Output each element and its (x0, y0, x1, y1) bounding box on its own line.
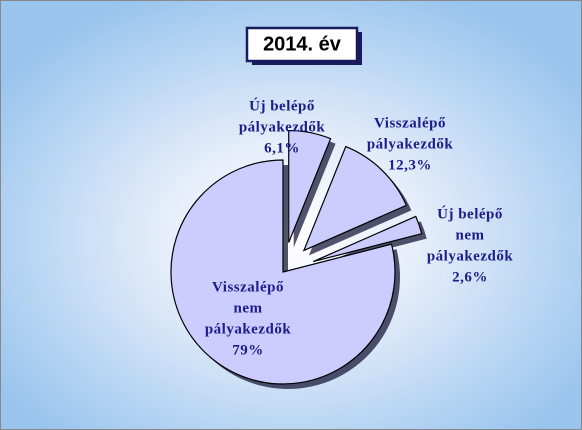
slice (288, 129, 332, 243)
slices (170, 129, 427, 389)
slice (313, 215, 423, 263)
slice (302, 145, 408, 252)
slice-label: nem (456, 227, 485, 243)
slice-label: pályakezdők (205, 321, 292, 337)
slice-label: Visszalépő (374, 115, 446, 131)
slice-label: pályakezdők (239, 119, 326, 135)
slice-label: nem (234, 300, 263, 316)
title-box (245, 26, 359, 63)
slice-label: pályakezdők (367, 136, 454, 152)
value-label: 12,3% (388, 157, 432, 173)
slice-label: Visszalépő (212, 279, 284, 295)
slice (170, 159, 396, 385)
slice-label: Új belépő (249, 97, 315, 114)
slice-label: pályakezdők (427, 248, 514, 264)
labels: Új belépő pályakezdők 6,1% Visszalépő pályak… (205, 97, 514, 358)
chart-title: 2014. év (263, 33, 342, 55)
slice-label: Új belépő (437, 205, 503, 222)
value-label: 6,1% (264, 140, 300, 156)
value-label: 79% (232, 342, 264, 358)
value-label: 2,6% (452, 269, 488, 285)
